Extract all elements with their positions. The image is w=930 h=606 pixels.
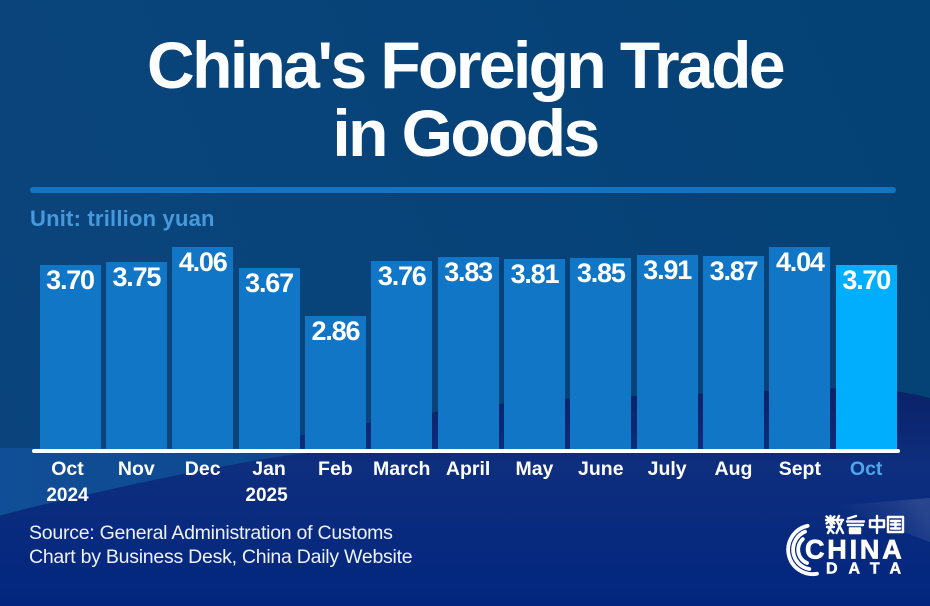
svg-text:DATA: DATA: [826, 561, 912, 578]
svg-text:CHINA: CHINA: [805, 535, 905, 565]
